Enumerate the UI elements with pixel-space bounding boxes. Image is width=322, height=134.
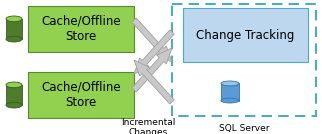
Ellipse shape (221, 98, 239, 103)
Bar (28, 6, 134, 52)
Text: Incremental
Changes: Incremental Changes (121, 118, 175, 134)
Ellipse shape (6, 36, 22, 42)
Ellipse shape (6, 16, 22, 22)
Text: Change Tracking: Change Tracking (196, 29, 295, 42)
Polygon shape (134, 60, 174, 104)
Ellipse shape (6, 102, 22, 108)
Text: SQL Server
Database Engine: SQL Server Database Engine (205, 124, 282, 134)
Bar (172, 4, 316, 116)
Polygon shape (132, 48, 172, 92)
Ellipse shape (6, 82, 22, 88)
Bar (183, 8, 308, 62)
Bar (6, 85, 22, 105)
Bar (28, 72, 134, 118)
Text: Cache/Offline
Store: Cache/Offline Store (41, 81, 121, 109)
Polygon shape (132, 18, 172, 62)
Ellipse shape (221, 81, 239, 86)
Polygon shape (134, 30, 174, 74)
Text: Cache/Offline
Store: Cache/Offline Store (41, 15, 121, 43)
Bar (6, 19, 22, 39)
Bar (221, 83, 239, 101)
